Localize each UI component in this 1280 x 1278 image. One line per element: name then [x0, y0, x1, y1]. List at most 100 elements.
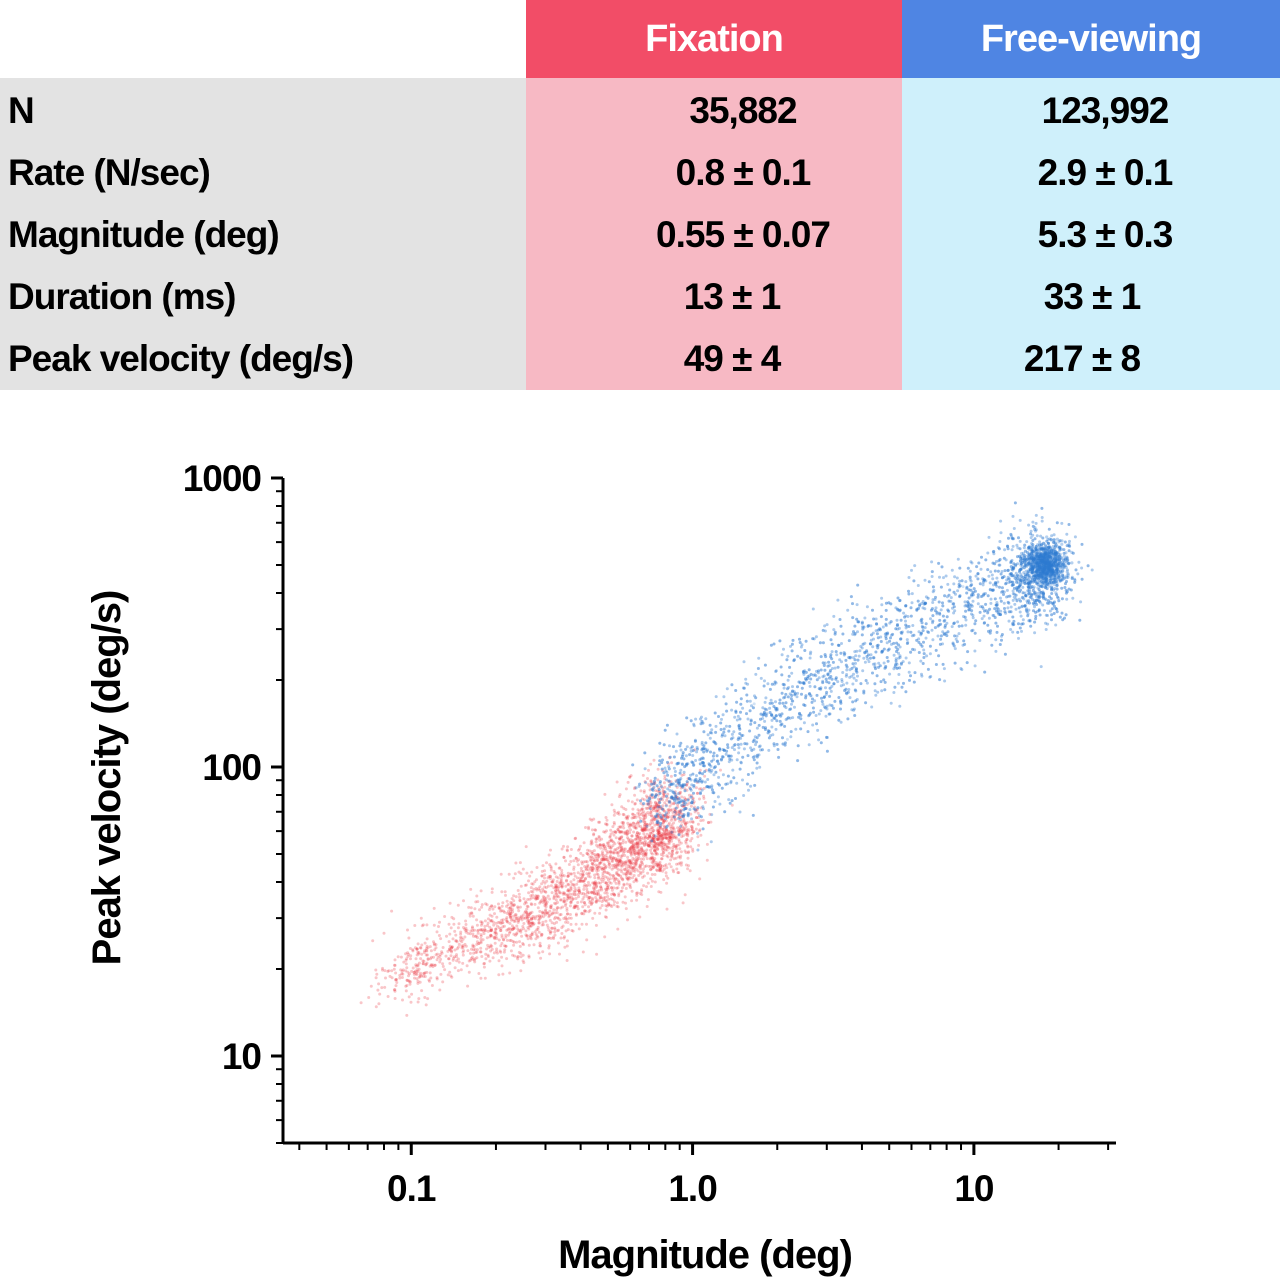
scatter-point	[580, 879, 584, 883]
scatter-point	[678, 861, 682, 865]
scatter-point	[441, 980, 445, 984]
scatter-point	[440, 951, 444, 955]
scatter-point	[409, 980, 412, 984]
scatter-point	[433, 963, 437, 967]
scatter-point	[514, 917, 518, 921]
scatter-point	[571, 897, 575, 901]
scatter-point	[693, 748, 697, 752]
scatter-point	[569, 880, 573, 884]
scatter-point	[672, 821, 676, 825]
scatter-point	[509, 949, 513, 953]
scatter-point	[596, 858, 600, 862]
scatter-point	[548, 877, 552, 880]
scatter-point	[644, 835, 648, 839]
scatter-point	[489, 929, 493, 933]
scatter-point	[517, 950, 521, 954]
scatter-point	[548, 863, 552, 867]
scatter-point	[571, 929, 575, 933]
scatter-point	[564, 920, 568, 924]
scatter-point	[530, 903, 534, 907]
scatter-point	[585, 883, 589, 887]
scatter-point	[453, 929, 457, 933]
scatter-point	[476, 936, 479, 940]
scatter-point	[474, 934, 478, 938]
scatter-point	[511, 918, 515, 922]
scatter-point	[593, 911, 597, 915]
scatter-point	[600, 904, 604, 907]
scatter-point	[418, 980, 422, 984]
scatter-point	[643, 820, 647, 824]
scatter-point	[513, 872, 517, 876]
scatter-point	[620, 889, 624, 893]
scatter-point	[475, 948, 479, 952]
scatter-point	[382, 931, 386, 935]
scatter-point	[600, 900, 604, 904]
scatter-point	[545, 861, 548, 865]
scatter-point	[476, 929, 480, 933]
scatter-point	[648, 834, 652, 838]
scatter-point	[680, 795, 684, 799]
scatter-point	[577, 895, 580, 899]
scatter-point	[504, 944, 508, 948]
scatter-point	[618, 843, 622, 847]
scatter-point	[595, 866, 599, 870]
scatter-point	[599, 860, 603, 864]
scatter-point	[517, 892, 521, 896]
scatter-point	[388, 974, 392, 978]
scatter-point	[622, 882, 626, 886]
scatter-point	[549, 875, 552, 878]
scatter-point	[629, 823, 632, 827]
scatter-point	[525, 919, 529, 923]
scatter-point	[461, 937, 465, 941]
scatter-point	[481, 938, 485, 942]
scatter-point	[603, 792, 607, 796]
scatter-point	[471, 957, 475, 961]
scatter-point	[660, 841, 664, 845]
scatter-point	[371, 939, 375, 943]
scatter-point	[630, 834, 634, 838]
scatter-point	[634, 878, 638, 882]
scatter-point	[512, 894, 516, 898]
scatter-point	[671, 814, 675, 818]
scatter-point	[624, 901, 627, 905]
scatter-point	[669, 858, 673, 862]
scatter-point	[594, 882, 598, 886]
scatter-point	[562, 856, 566, 859]
scatter-point	[561, 881, 565, 885]
scatter-point	[633, 849, 636, 853]
scatter-point	[659, 866, 663, 870]
scatter-point	[693, 805, 697, 809]
scatter-point	[402, 960, 406, 964]
scatter-point	[507, 912, 511, 916]
scatter-point	[690, 828, 694, 832]
scatter-point	[692, 830, 696, 834]
scatter-point	[565, 893, 569, 897]
scatter-point	[420, 943, 424, 947]
scatter-point	[636, 840, 639, 844]
scatter-point	[649, 851, 653, 855]
scatter-point	[489, 919, 492, 922]
scatter-point	[656, 821, 660, 825]
scatter-point	[566, 897, 570, 900]
scatter-point	[393, 958, 397, 962]
scatter-point	[647, 803, 651, 806]
scatter-point	[572, 906, 576, 910]
scatter-point	[420, 989, 424, 993]
scatter-point	[668, 835, 672, 839]
scatter-point	[543, 885, 547, 889]
scatter-point	[649, 828, 653, 831]
scatter-point	[646, 777, 649, 780]
scatter-point	[407, 995, 411, 999]
scatter-point	[537, 918, 541, 922]
scatter-point	[566, 939, 569, 943]
scatter-point	[516, 905, 520, 909]
scatter-point	[499, 950, 503, 954]
scatter-point	[639, 852, 643, 856]
scatter-point	[703, 800, 707, 804]
scatter-point	[604, 846, 608, 850]
scatter-point	[616, 811, 619, 815]
scatter-point	[505, 904, 508, 908]
scatter-point	[602, 898, 606, 902]
scatter-point	[501, 918, 505, 922]
scatter-point	[673, 809, 677, 813]
